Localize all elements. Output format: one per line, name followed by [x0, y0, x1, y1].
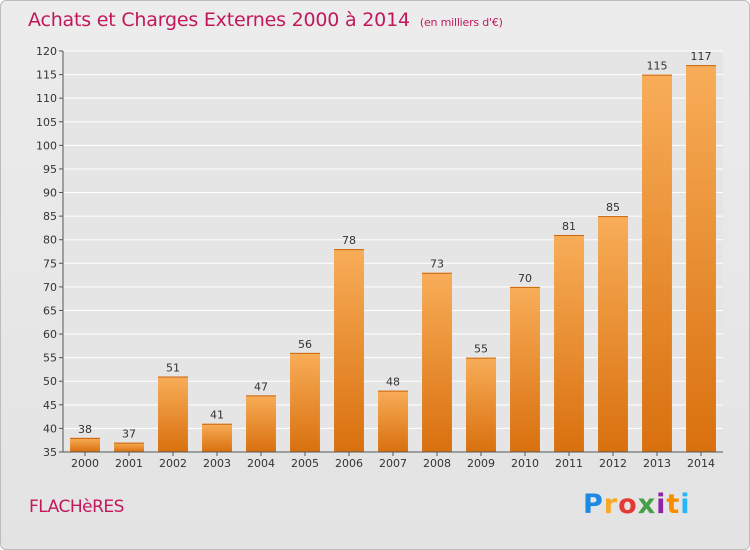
- y-tick-label: 110: [36, 92, 57, 105]
- data-label: 51: [166, 362, 180, 375]
- y-tick-label: 95: [43, 163, 57, 176]
- x-tick-label: 2008: [423, 457, 451, 470]
- y-tick-label: 75: [43, 257, 57, 270]
- y-tick-label: 105: [36, 116, 57, 129]
- y-tick-label: 80: [43, 234, 57, 247]
- data-label: 47: [254, 380, 268, 393]
- y-tick-label: 35: [43, 446, 57, 459]
- data-label: 55: [474, 343, 488, 356]
- bar: [554, 234, 584, 452]
- x-tick-label: 2001: [115, 457, 143, 470]
- y-tick-label: 65: [43, 304, 57, 317]
- bar-layer: [70, 65, 716, 453]
- bar: [114, 442, 144, 452]
- data-label: 37: [122, 428, 136, 441]
- data-label: 70: [518, 272, 532, 285]
- data-label: 38: [78, 423, 92, 436]
- x-tick-label: 2006: [335, 457, 363, 470]
- brand-letter: t: [666, 489, 681, 520]
- y-tick-label: 90: [43, 187, 57, 200]
- data-label: 48: [386, 376, 400, 389]
- x-tick-label: 2014: [687, 457, 715, 470]
- bar: [334, 249, 364, 452]
- x-tick-label: 2010: [511, 457, 539, 470]
- x-tick-label: 2013: [643, 457, 671, 470]
- x-tick-label: 2004: [247, 457, 275, 470]
- brand-letter: o: [618, 489, 638, 520]
- chart-subtitle: (en milliers d'€): [419, 16, 503, 29]
- commune-name: FLACHèRES: [29, 497, 124, 517]
- title-text: Achats et Charges Externes 2000 à 2014: [28, 9, 410, 31]
- brand-letter: P: [583, 489, 604, 520]
- y-tick-label: 100: [36, 139, 57, 152]
- data-label: 85: [606, 201, 620, 214]
- bar: [598, 216, 628, 452]
- bar: [202, 423, 232, 452]
- y-tick-label: 45: [43, 399, 57, 412]
- x-tick-label: 2009: [467, 457, 495, 470]
- x-tick-label: 2012: [599, 457, 627, 470]
- data-label: 41: [210, 409, 224, 422]
- x-tick-label: 2003: [203, 457, 231, 470]
- data-label: 78: [342, 234, 356, 247]
- y-tick-label: 60: [43, 328, 57, 341]
- data-label: 115: [647, 60, 668, 73]
- chart-title: Achats et Charges Externes 2000 à 2014 (e…: [28, 9, 503, 31]
- x-tick-label: 2007: [379, 457, 407, 470]
- bar: [466, 357, 496, 452]
- y-tick-label: 70: [43, 281, 57, 294]
- y-tick-label: 115: [36, 69, 57, 82]
- bar: [290, 352, 320, 452]
- bar: [378, 390, 408, 452]
- y-tick-label: 50: [43, 375, 57, 388]
- bar: [70, 437, 100, 452]
- x-tick-label: 2002: [159, 457, 187, 470]
- brand-letter: x: [637, 489, 657, 520]
- data-label: 81: [562, 220, 576, 233]
- x-tick-label: 2011: [555, 457, 583, 470]
- bar: [246, 395, 276, 452]
- x-tick-label: 2000: [71, 457, 99, 470]
- proxiti-logo: Proxiti: [583, 489, 691, 520]
- y-tick-label: 85: [43, 210, 57, 223]
- axis-layer: 35 40 45 50 55 60 65 70 75 80 85 90 95 100 105 110 115 12…: [36, 45, 723, 470]
- data-label: 73: [430, 258, 444, 271]
- brand-letter: i: [656, 489, 667, 520]
- x-tick-label: 2005: [291, 457, 319, 470]
- brand-letter: r: [603, 489, 619, 520]
- bar: [158, 376, 188, 452]
- bar: [510, 286, 540, 452]
- y-tick-label: 40: [43, 422, 57, 435]
- bar: [642, 74, 672, 453]
- y-tick-label: 120: [36, 45, 57, 58]
- data-label: 56: [298, 338, 312, 351]
- bar: [422, 272, 452, 452]
- data-label: 117: [691, 50, 712, 63]
- bar: [686, 65, 716, 452]
- y-tick-label: 55: [43, 352, 57, 365]
- brand-letter: i: [680, 489, 691, 520]
- label-layer: 38 37 51 41 47 56 78 48 73 55 70 81 85 115 117: [78, 50, 712, 440]
